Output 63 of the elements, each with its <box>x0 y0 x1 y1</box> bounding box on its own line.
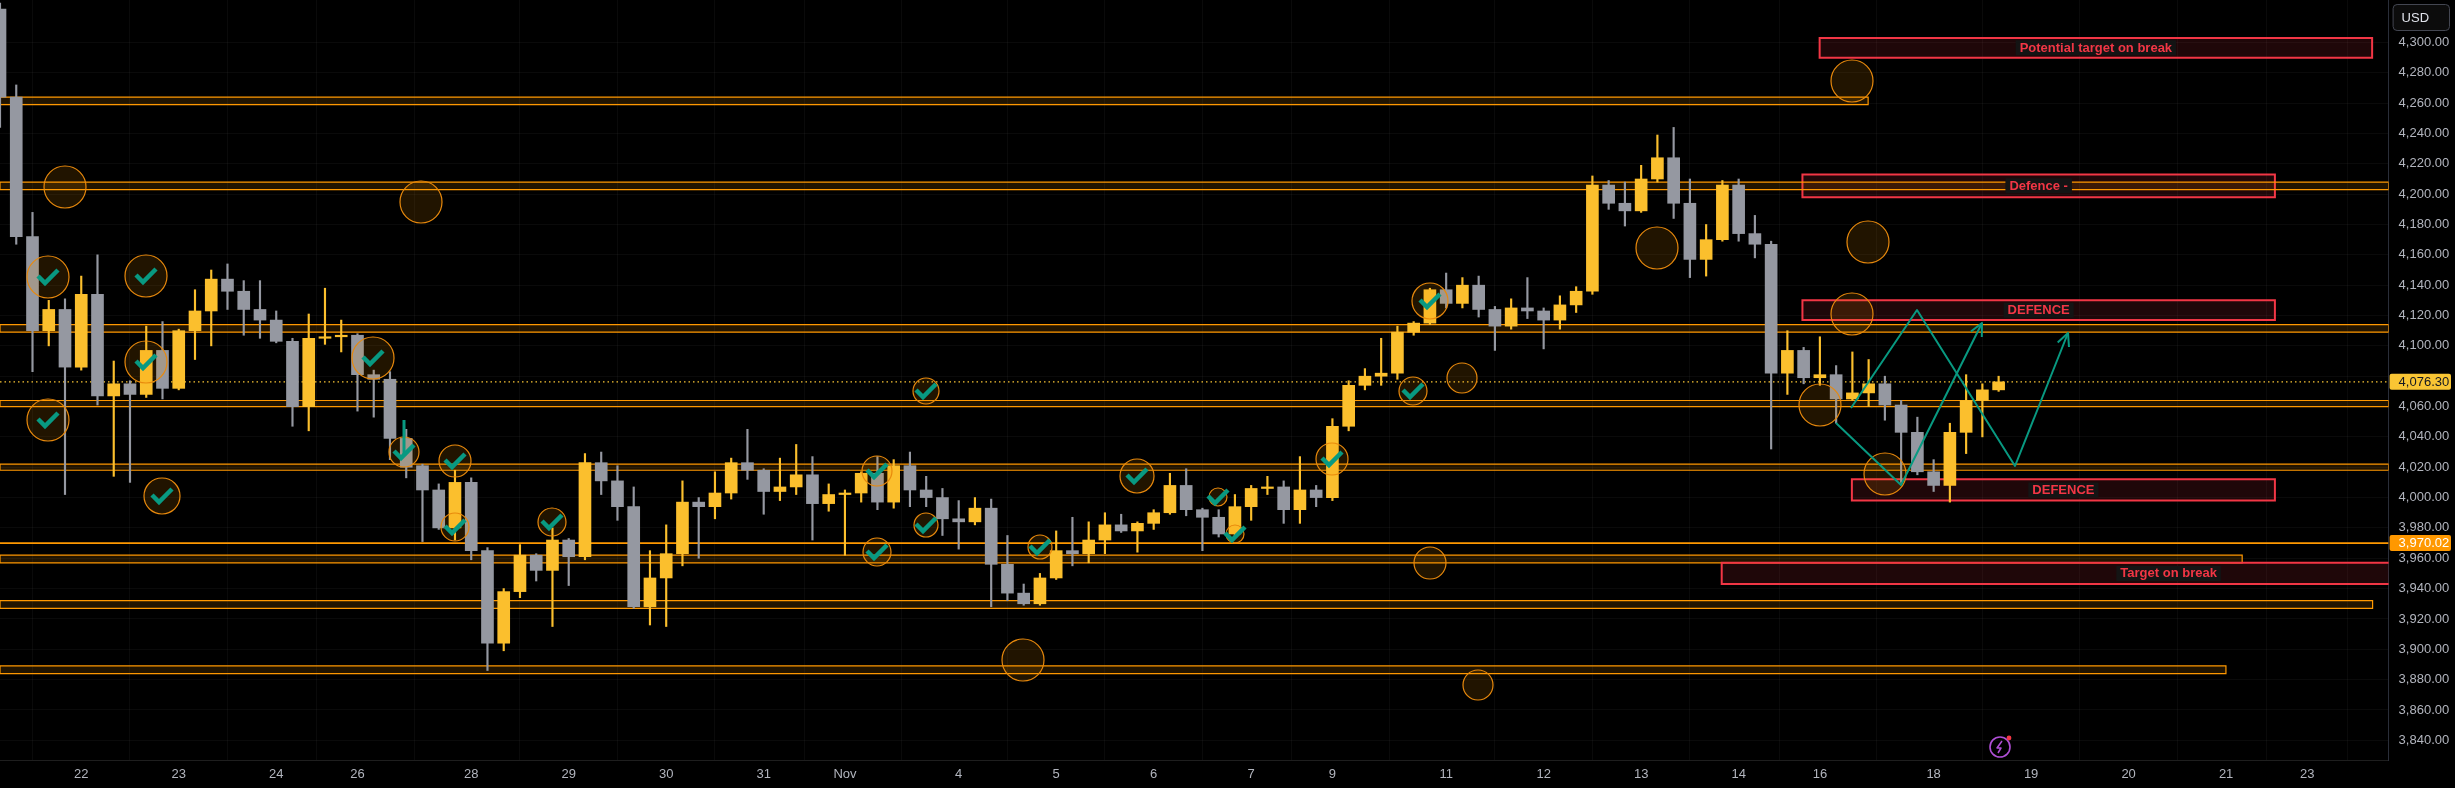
band-label: DEFENCE <box>2032 482 2095 498</box>
x-tick-label: 23 <box>2300 766 2315 782</box>
y-tick-label: 3,840.00 <box>2398 731 2450 747</box>
y-tick-label: 4,160.00 <box>2398 246 2450 262</box>
candlestick <box>546 527 559 627</box>
y-tick-label: 4,180.00 <box>2398 216 2450 232</box>
x-tick-label: 4 <box>955 766 963 782</box>
y-tick-label: 4,300.00 <box>2398 34 2450 50</box>
x-tick-label: 5 <box>1052 766 1060 782</box>
x-tick-label: 13 <box>1633 766 1649 782</box>
y-tick-label: 3,960.00 <box>2398 549 2450 565</box>
x-tick-label: 23 <box>171 766 186 782</box>
y-tick-label: 4,260.00 <box>2398 94 2450 110</box>
x-tick-label: 6 <box>1150 766 1158 782</box>
band-label: Target on break <box>2120 565 2218 581</box>
x-tick-label: 11 <box>1439 766 1453 782</box>
y-tick-label: 4,140.00 <box>2398 276 2450 292</box>
y-tick-label: 4,240.00 <box>2398 125 2450 141</box>
candlestick <box>1261 476 1274 495</box>
x-tick-label: 12 <box>1536 766 1551 782</box>
y-tick-label: 4,120.00 <box>2398 307 2450 323</box>
x-tick-label: 31 <box>756 766 771 782</box>
x-tick-label: 29 <box>561 766 576 782</box>
x-tick-label: Nov <box>833 766 857 782</box>
y-tick-label: 4,220.00 <box>2398 155 2450 171</box>
y-tick-label: 4,040.00 <box>2398 428 2450 444</box>
x-tick-label: 19 <box>2023 766 2039 782</box>
y-tick-label: 3,900.00 <box>2398 640 2450 656</box>
x-tick-label: 9 <box>1328 766 1337 782</box>
x-tick-label: 16 <box>1812 766 1828 782</box>
x-tick-label: 24 <box>269 766 284 782</box>
y-tick-label: 4,060.00 <box>2398 398 2450 414</box>
y-tick-label: 3,920.00 <box>2398 610 2450 626</box>
y-tick-label: 4,020.00 <box>2398 458 2450 474</box>
band-label: Potential target on break <box>2019 39 2173 55</box>
candlestick <box>1131 521 1144 553</box>
x-tick-label: 21 <box>2218 766 2234 782</box>
y-tick-label: 4,200.00 <box>2398 185 2450 201</box>
x-tick-label: 7 <box>1247 766 1255 782</box>
y-tick-label: 4,000.00 <box>2398 489 2450 505</box>
candlestick <box>1196 507 1209 551</box>
candlestick <box>416 463 429 542</box>
candlestick <box>221 263 234 310</box>
y-tick-label: 4,280.00 <box>2398 64 2450 80</box>
ref-line-label: 4,076.30 <box>2398 373 2450 389</box>
y-tick-label: 3,860.00 <box>2398 701 2450 717</box>
candlestick <box>1066 516 1079 567</box>
x-tick-label: 28 <box>463 766 479 782</box>
x-tick-label: 20 <box>2121 766 2136 782</box>
x-tick-label: 14 <box>1731 766 1746 782</box>
candlestick <box>741 428 754 480</box>
x-tick-label: 22 <box>74 766 89 782</box>
x-tick-label: 18 <box>1926 766 1941 782</box>
y-tick-label: 3,880.00 <box>2398 671 2450 687</box>
band-label: DEFENCE <box>2007 302 2071 318</box>
x-tick-label: 26 <box>350 766 365 782</box>
y-axis-title: USD <box>2401 9 2430 25</box>
y-tick-label: 3,940.00 <box>2398 580 2450 596</box>
y-tick-label: 4,100.00 <box>2398 337 2450 353</box>
band-label: Defence - <box>2009 177 2068 193</box>
ref-line-label: 3,970.02 <box>2398 535 2450 551</box>
x-tick-label: 30 <box>658 766 674 782</box>
y-tick-label: 3,980.00 <box>2398 519 2450 535</box>
